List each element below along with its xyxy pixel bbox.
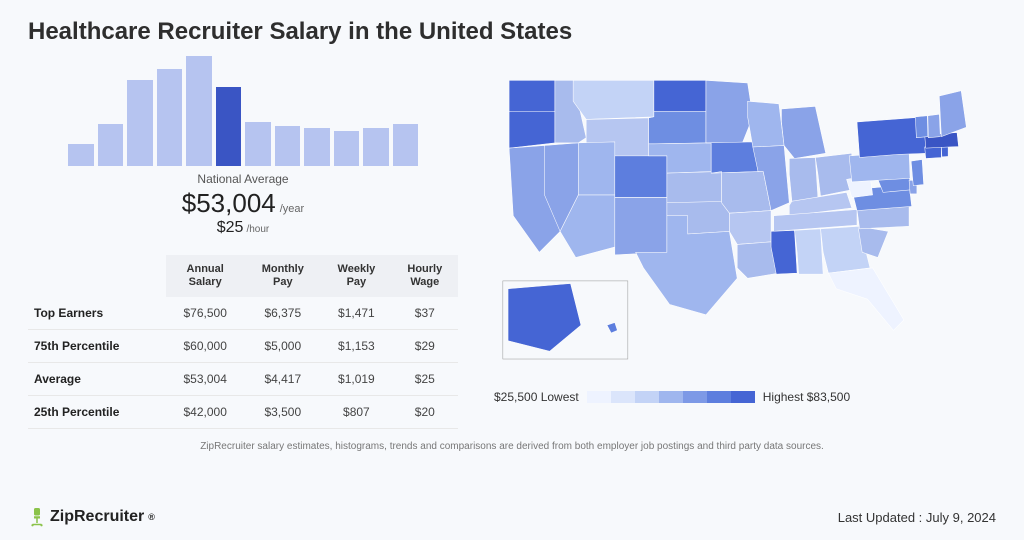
histogram-bar	[304, 128, 330, 167]
legend-swatch	[635, 391, 659, 403]
state-MI	[781, 106, 825, 158]
yearly-value: $53,004	[182, 188, 276, 218]
table-row: 75th Percentile$60,000$5,000$1,153$29	[28, 330, 458, 363]
hourly-value: $25	[217, 219, 244, 236]
legend-swatch	[659, 391, 683, 403]
table-cell: $20	[392, 396, 458, 429]
last-updated: Last Updated : July 9, 2024	[838, 510, 996, 525]
legend-low-label: $25,500 Lowest	[494, 390, 579, 404]
state-IN	[789, 157, 818, 201]
legend-high-label: Highest $83,500	[763, 390, 850, 404]
table-cell: 75th Percentile	[28, 330, 166, 363]
legend-swatch	[731, 391, 755, 403]
histogram-bar	[68, 144, 94, 166]
state-OH	[815, 153, 851, 196]
state-UT	[578, 142, 614, 195]
legend-swatch	[683, 391, 707, 403]
table-row: Top Earners$76,500$6,375$1,471$37	[28, 297, 458, 330]
salary-histogram	[28, 56, 458, 166]
table-header	[28, 255, 166, 297]
yearly-suffix: /year	[280, 203, 304, 215]
table-header: WeeklyPay	[321, 255, 391, 297]
ziprecruiter-logo: ZipRecruiter®	[28, 506, 155, 528]
legend-swatch	[707, 391, 731, 403]
state-WI	[748, 101, 784, 147]
table-cell: $76,500	[166, 297, 244, 330]
table-header: MonthlyPay	[244, 255, 321, 297]
state-CO	[615, 156, 667, 198]
table-cell: $1,153	[321, 330, 391, 363]
state-SD	[649, 112, 706, 144]
state-PA	[849, 152, 910, 182]
table-cell: $53,004	[166, 363, 244, 396]
table-cell: 25th Percentile	[28, 396, 166, 429]
state-AL	[795, 229, 824, 274]
right-panel: $25,500 Lowest Highest $83,500	[482, 56, 996, 429]
table-row: 25th Percentile$42,000$3,500$807$20	[28, 396, 458, 429]
histogram-bar	[245, 122, 271, 166]
chair-icon	[28, 506, 46, 528]
table-cell: $1,019	[321, 363, 391, 396]
table-cell: $1,471	[321, 297, 391, 330]
table-cell: $29	[392, 330, 458, 363]
state-AK	[508, 284, 581, 352]
table-cell: $42,000	[166, 396, 244, 429]
table-cell: $807	[321, 396, 391, 429]
map-legend: $25,500 Lowest Highest $83,500	[482, 390, 996, 404]
table-cell: $37	[392, 297, 458, 330]
histogram-bar	[157, 69, 183, 166]
state-IA	[706, 142, 758, 173]
state-ME	[939, 91, 966, 137]
state-KS	[667, 172, 722, 203]
histogram-bar	[334, 131, 360, 166]
state-MT	[573, 80, 654, 119]
table-cell: Top Earners	[28, 297, 166, 330]
table-header: HourlyWage	[392, 255, 458, 297]
table-cell: $6,375	[244, 297, 321, 330]
state-HI	[607, 323, 617, 333]
histogram-bar	[275, 126, 301, 166]
state-MS	[771, 230, 797, 274]
state-FL	[828, 268, 904, 331]
us-choropleth-map	[482, 56, 982, 386]
legend-swatch	[587, 391, 611, 403]
legend-swatches	[587, 391, 755, 403]
national-average-hourly: $25/hour	[28, 219, 458, 237]
logo-text: ZipRecruiter	[50, 508, 144, 526]
hourly-suffix: /hour	[246, 224, 269, 235]
state-OR	[509, 112, 555, 148]
table-cell: $25	[392, 363, 458, 396]
table-cell: $3,500	[244, 396, 321, 429]
state-VT	[915, 116, 928, 138]
histogram-bar	[127, 80, 153, 166]
histogram-bar	[216, 87, 242, 166]
legend-swatch	[611, 391, 635, 403]
state-AR	[729, 211, 771, 245]
national-average-label: National Average	[28, 172, 458, 186]
histogram-bar	[363, 128, 389, 167]
left-panel: National Average $53,004/year $25/hour A…	[28, 56, 458, 429]
state-ND	[654, 80, 706, 111]
national-average-block: National Average $53,004/year $25/hour	[28, 172, 458, 237]
state-NM	[615, 198, 667, 255]
table-cell: $4,417	[244, 363, 321, 396]
national-average-yearly: $53,004/year	[28, 188, 458, 219]
table-cell: $60,000	[166, 330, 244, 363]
state-MN	[706, 80, 753, 143]
state-NJ	[911, 160, 924, 186]
histogram-bar	[393, 124, 419, 166]
state-WA	[509, 80, 555, 115]
state-NH	[928, 114, 941, 137]
page-title: Healthcare Recruiter Salary in the Unite…	[28, 18, 996, 46]
table-header: AnnualSalary	[166, 255, 244, 297]
salary-table: AnnualSalaryMonthlyPayWeeklyPayHourlyWag…	[28, 255, 458, 429]
disclaimer-text: ZipRecruiter salary estimates, histogram…	[28, 441, 996, 452]
histogram-bar	[98, 124, 124, 166]
table-cell: Average	[28, 363, 166, 396]
histogram-bar	[186, 56, 212, 166]
table-row: Average$53,004$4,417$1,019$25	[28, 363, 458, 396]
table-cell: $5,000	[244, 330, 321, 363]
